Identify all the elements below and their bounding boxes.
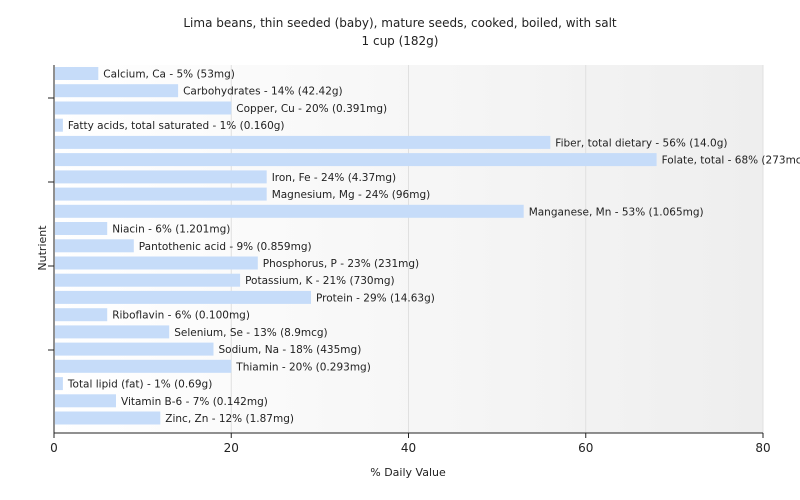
x-tick-label: 60	[578, 441, 593, 455]
x-tick-label: 40	[401, 441, 416, 455]
bar	[55, 377, 63, 391]
bar-label: Niacin - 6% (1.201mg)	[112, 224, 230, 236]
chart-subtitle: 1 cup (182g)	[362, 34, 439, 48]
bar-label: Zinc, Zn - 12% (1.87mg)	[165, 413, 294, 425]
bar	[55, 239, 134, 253]
bar-label: Selenium, Se - 13% (8.9mcg)	[174, 327, 327, 339]
bar-label: Phosphorus, P - 23% (231mg)	[263, 258, 419, 270]
bar-label: Potassium, K - 21% (730mg)	[245, 275, 395, 287]
bar-label: Protein - 29% (14.63g)	[316, 292, 435, 304]
bar-label: Calcium, Ca - 5% (53mg)	[103, 69, 235, 81]
bar	[55, 153, 657, 167]
bar	[55, 325, 170, 339]
bars	[55, 67, 657, 425]
bar-label: Magnesium, Mg - 24% (96mg)	[272, 189, 431, 201]
x-tick-label: 20	[224, 441, 239, 455]
axes	[48, 65, 764, 438]
bar	[55, 67, 99, 80]
bar-label: Fatty acids, total saturated - 1% (0.160…	[68, 120, 285, 132]
chart-title: Lima beans, thin seeded (baby), mature s…	[183, 16, 617, 30]
bar-label: Manganese, Mn - 53% (1.065mg)	[529, 206, 704, 218]
x-axis-title: % Daily Value	[370, 466, 446, 479]
bar-labels: Calcium, Ca - 5% (53mg) Carbohydrates - 1…	[67, 69, 800, 426]
bar-label: Thiamin - 20% (0.293mg)	[235, 361, 371, 373]
bar	[55, 135, 551, 149]
bar	[55, 256, 258, 270]
x-tick-labels: 0 20 40 60 80	[50, 441, 770, 455]
bar	[55, 222, 108, 235]
bar	[55, 290, 311, 304]
bar	[55, 101, 232, 115]
bar-label: Sodium, Na - 18% (435mg)	[219, 344, 362, 356]
bar	[55, 394, 116, 408]
bar-label: Fiber, total dietary - 56% (14.0g)	[555, 137, 727, 149]
bar-label: Carbohydrates - 14% (42.42g)	[183, 86, 343, 98]
bar	[55, 308, 108, 322]
bar	[55, 84, 179, 98]
bar	[55, 170, 267, 184]
bar-label: Iron, Fe - 24% (4.37mg)	[272, 172, 396, 184]
bar	[55, 204, 524, 218]
bar-label: Total lipid (fat) - 1% (0.69g)	[67, 379, 212, 391]
bar-label: Copper, Cu - 20% (0.391mg)	[236, 103, 387, 115]
bar	[55, 187, 267, 201]
bar	[55, 411, 161, 425]
y-axis-title: Nutrient	[36, 225, 49, 271]
bar	[55, 359, 232, 373]
bar	[55, 273, 241, 287]
bar-label: Folate, total - 68% (273mcg)	[662, 155, 800, 167]
x-tick-label: 0	[50, 441, 58, 455]
bar-label: Vitamin B-6 - 7% (0.142mg)	[121, 396, 268, 408]
bar	[55, 342, 214, 356]
x-tick-label: 80	[755, 441, 770, 455]
bar	[55, 118, 63, 132]
bar-label: Pantothenic acid - 9% (0.859mg)	[139, 241, 312, 253]
bar-label: Riboflavin - 6% (0.100mg)	[112, 310, 250, 322]
